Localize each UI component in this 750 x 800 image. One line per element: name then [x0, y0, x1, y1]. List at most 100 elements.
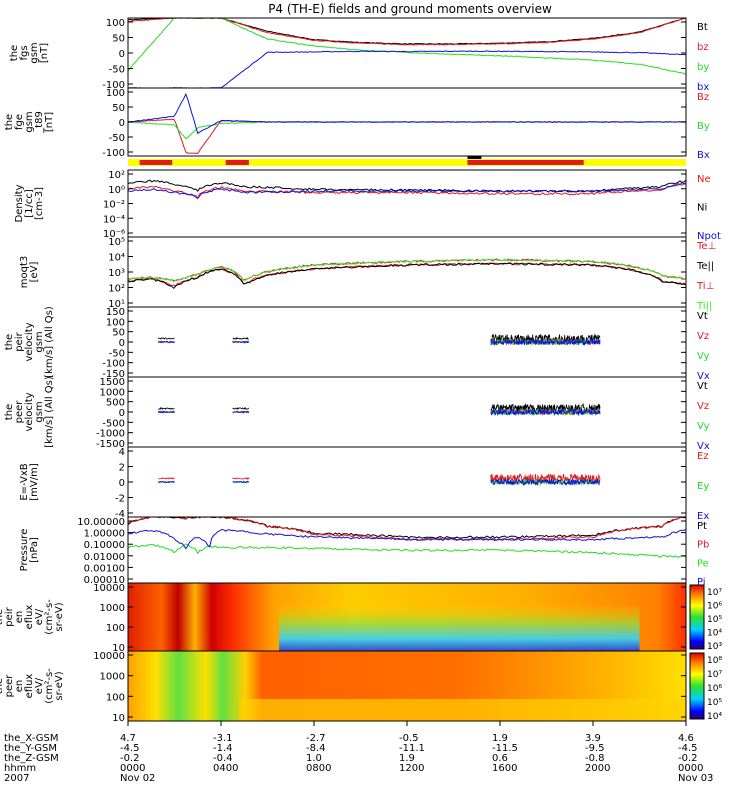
x-row-label: the_X-GSM [4, 733, 58, 744]
peer_vel-ytick-label: -500 [102, 418, 125, 429]
peir_vel-burst-Vx [490, 338, 601, 347]
x-value: -4.5 [678, 743, 698, 754]
x-value: 0000 [120, 763, 145, 774]
peir_vel-legend-Vy: Vy [697, 351, 710, 362]
panel-peer_spec: 10000 1000 100 10 the peer en eflux eV/(cm²-s-sr… [0, 650, 722, 724]
fge-ylabel-line: fge [14, 114, 25, 130]
fgs-series-by [128, 18, 686, 75]
x-value: Nov 02 [120, 773, 155, 784]
peer_vel-ytick-label: 1000 [100, 387, 125, 398]
peir_spec-ylabel-line: en [14, 611, 25, 624]
x-value: -3.1 [213, 733, 233, 744]
peir_spec-colorbar-label: 10⁶ [707, 602, 722, 612]
panel-peir_spec: 10000 1000 100 10 the peir en eflux eV/(cm²-s-sr… [0, 582, 722, 654]
x-value: 3.9 [585, 733, 601, 744]
peer_vel-legend-Vz: Vz [697, 401, 709, 412]
pressure-series-Pb [128, 517, 686, 541]
peir_vel-legend-Vz: Vz [697, 331, 709, 342]
peir_vel-ytick-label: 0 [119, 338, 125, 349]
peir_spec-colorbar-label: 10⁴ [707, 629, 722, 639]
fgs-ylabel-line: fgs [19, 45, 30, 60]
peir_spec-ylabel-line: peir [4, 606, 15, 626]
peir_vel-data [157, 333, 601, 347]
efield-ytick-label: 0 [119, 478, 125, 489]
x-value: 0.6 [492, 753, 508, 764]
fgs-ytick-label: 50 [112, 34, 125, 45]
peer_vel-ytick-label: 1500 [100, 377, 125, 388]
plot-title: P4 (TH-E) fields and ground moments over… [268, 2, 552, 16]
fgs-legend-bz: bz [697, 42, 709, 53]
peir_vel-ytick-label: -150 [102, 369, 125, 380]
fgs-legend-bx: bx [697, 82, 709, 93]
pressure-legend-Pt: Pt [697, 521, 707, 532]
efield-ylabel-line: E=-VxB [19, 463, 30, 500]
panel-temp: 10⁵ 10⁴ 10³ 10² 10¹ moqt3 [eV] Te⊥ Te|| Ti⊥ Ti|| [19, 236, 716, 312]
fgs-frame [127, 17, 687, 89]
x-value: 0400 [213, 763, 238, 774]
peer_vel-burst-Vx [232, 410, 250, 414]
fgs-ytick-label: -50 [109, 65, 125, 76]
pressure-ylabel-line: Pressure [19, 529, 30, 572]
peer_spec-ylabel-line: sr-eV) [54, 671, 65, 700]
peer_vel-legend-Vt: Vt [697, 381, 708, 392]
peir_vel-ylabel-line: [km/s] (All Qs) [44, 306, 55, 378]
peer_spec-colorbar [689, 652, 705, 720]
peir_spec-ylabel-line: sr-eV) [54, 602, 65, 631]
peir_spec-ylabel-line: eflux [24, 605, 35, 630]
fge-legend-Bz: Bz [697, 92, 709, 103]
density-ytick-label: 10² [108, 170, 125, 181]
peir_vel-legend-Vx: Vx [697, 371, 710, 382]
peir_spec-ylabel-line: eV/ [34, 608, 45, 625]
density-legend-Ne: Ne [697, 174, 711, 185]
peir_spec-ytick-label: 100 [106, 623, 125, 634]
pressure-ytick-label: 0.10000 [84, 540, 125, 551]
fgs-data [128, 18, 686, 88]
density-ytick-label: 10⁻⁶ [103, 229, 125, 240]
fge-ylabel-line: _t89 [34, 111, 45, 134]
peer_vel-burst-Vx [490, 408, 601, 417]
fge-ytick-label: 100 [106, 88, 125, 99]
peir_vel-ytick-label: 50 [112, 328, 125, 339]
temp-legend-Ti||: Ti|| [696, 301, 712, 312]
efield-ytick-label: 2 [119, 463, 125, 474]
density-series-Npot [128, 181, 686, 200]
mode-bar-fast [139, 160, 173, 165]
peir_vel-frame [127, 306, 687, 378]
efield-ylabel-line: [mV/m] [29, 463, 40, 501]
density-series-Ni [128, 179, 686, 193]
peer_spec-ylabel-line: eV/ [34, 677, 45, 694]
fge-ytick-label: -100 [102, 148, 125, 159]
peir_vel-burst-Vx [158, 340, 175, 344]
peer_spec-ytick-label: 10000 [93, 651, 125, 662]
peir_spec-colorbar-label: 10⁵ [707, 615, 722, 625]
fgs-series-Bt [128, 18, 686, 45]
x-row-label: 2007 [4, 773, 29, 784]
peer_vel-legend-Vy: Vy [697, 421, 710, 432]
peer_vel-frame [127, 376, 687, 448]
peer_spec-ylabel-line: peer [4, 674, 15, 698]
peer_spec-ylabel-line: (cm²-s- [44, 668, 55, 704]
pressure-ytick-label: 10.00000 [77, 517, 125, 528]
fgs-series-bx [128, 50, 686, 88]
x-value: 1.0 [306, 753, 322, 764]
peer_vel-burst-Vt [158, 406, 175, 410]
x-value: 0000 [678, 763, 703, 774]
efield-burst-Ex [490, 478, 601, 487]
temp-ylabel-line: [eV] [29, 262, 40, 283]
fge-ylabel-line: gsm [24, 111, 35, 132]
pressure-ytick-label: 0.01000 [84, 552, 125, 563]
density-legend-Ni: Ni [697, 203, 707, 214]
density-data [128, 179, 686, 200]
x-value: -0.2 [120, 753, 140, 764]
fge-ytick-label: 0 [119, 118, 125, 129]
fgs-ylabel-line: [nT] [39, 43, 50, 63]
density-ytick-label: 10⁰ [108, 185, 125, 196]
x-row-label: hhmm [4, 763, 36, 774]
fge-series-Bz [128, 118, 686, 155]
efield-burst-Ez [232, 477, 250, 480]
peir_spec-ytick-label: 10000 [93, 583, 125, 594]
panel-efield: 4 2 0 -2 -4 E=-VxB [mV/m] Ez Ey Ex [19, 446, 709, 522]
peer_vel-data [157, 402, 601, 417]
x-value: -2.7 [306, 733, 326, 744]
